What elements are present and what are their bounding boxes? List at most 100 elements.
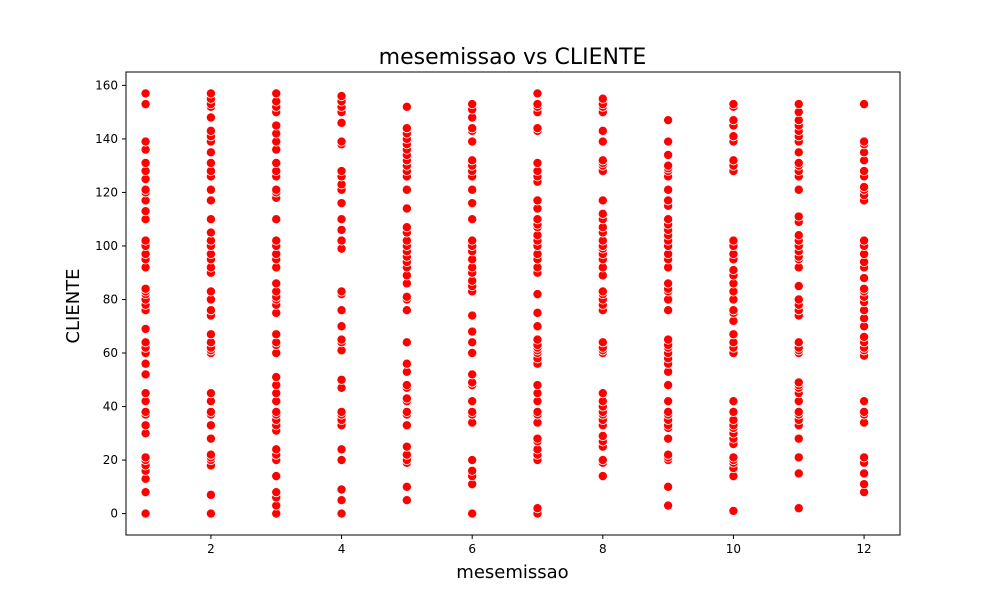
- data-point: [401, 222, 412, 233]
- data-point: [271, 444, 282, 455]
- data-point: [793, 294, 804, 305]
- data-point: [401, 420, 412, 431]
- data-point: [336, 166, 347, 177]
- points-layer: [140, 88, 870, 519]
- data-point: [336, 305, 347, 316]
- data-point: [597, 388, 608, 399]
- data-point: [663, 449, 674, 460]
- data-point: [793, 99, 804, 110]
- data-point: [205, 305, 216, 316]
- data-point: [859, 182, 870, 193]
- data-point: [663, 481, 674, 492]
- data-point: [597, 471, 608, 482]
- data-point: [859, 479, 870, 490]
- data-point: [336, 235, 347, 246]
- data-point: [336, 406, 347, 417]
- data-point: [793, 406, 804, 417]
- data-point: [205, 125, 216, 136]
- x-axis: 2 4 6 8 10 12: [207, 535, 872, 556]
- data-point: [140, 323, 151, 334]
- chart-title: mesemissao vs CLIENTE: [379, 45, 647, 70]
- data-point: [467, 123, 478, 134]
- data-point: [205, 420, 216, 431]
- data-point: [663, 195, 674, 206]
- data-point: [205, 147, 216, 158]
- data-point: [728, 265, 739, 276]
- data-point: [336, 455, 347, 466]
- x-axis-title: mesemissao: [456, 562, 568, 583]
- data-point: [140, 388, 151, 399]
- data-point: [532, 88, 543, 99]
- data-point: [401, 337, 412, 348]
- data-point: [728, 235, 739, 246]
- data-point: [401, 358, 412, 369]
- data-point: [532, 503, 543, 514]
- data-point: [663, 160, 674, 171]
- data-point: [336, 484, 347, 495]
- data-point: [793, 377, 804, 388]
- data-point: [663, 380, 674, 391]
- data-point: [859, 406, 870, 417]
- data-point: [467, 310, 478, 321]
- data-point: [205, 508, 216, 519]
- data-point: [205, 449, 216, 460]
- data-point: [205, 184, 216, 195]
- y-axis-title: CLIENTE: [63, 268, 84, 343]
- data-point: [205, 286, 216, 297]
- data-point: [336, 444, 347, 455]
- data-point: [205, 433, 216, 444]
- data-point: [663, 115, 674, 126]
- data-point: [467, 99, 478, 110]
- data-point: [336, 198, 347, 209]
- data-point: [205, 195, 216, 206]
- data-point: [859, 235, 870, 246]
- data-point: [271, 278, 282, 289]
- data-point: [140, 157, 151, 168]
- data-point: [663, 433, 674, 444]
- data-point: [663, 278, 674, 289]
- data-point: [859, 283, 870, 294]
- data-point: [663, 184, 674, 195]
- data-point: [859, 452, 870, 463]
- data-point: [140, 358, 151, 369]
- y-tick-label: 100: [95, 239, 118, 253]
- data-point: [728, 131, 739, 142]
- data-point: [205, 112, 216, 123]
- data-point: [336, 495, 347, 506]
- data-point: [859, 99, 870, 110]
- data-point: [467, 337, 478, 348]
- data-point: [140, 337, 151, 348]
- data-point: [793, 281, 804, 292]
- x-tick-label: 6: [468, 542, 476, 556]
- data-point: [205, 157, 216, 168]
- data-point: [336, 117, 347, 128]
- x-tick-label: 4: [338, 542, 346, 556]
- data-point: [467, 198, 478, 209]
- data-point: [336, 91, 347, 102]
- data-point: [467, 155, 478, 166]
- data-point: [271, 120, 282, 131]
- data-point: [140, 420, 151, 431]
- data-point: [859, 273, 870, 284]
- data-point: [140, 283, 151, 294]
- data-point: [140, 235, 151, 246]
- data-point: [271, 406, 282, 417]
- y-tick-label: 40: [103, 400, 118, 414]
- data-point: [140, 406, 151, 417]
- data-point: [336, 224, 347, 235]
- data-point: [532, 380, 543, 391]
- data-point: [793, 468, 804, 479]
- data-point: [336, 214, 347, 225]
- data-point: [597, 195, 608, 206]
- data-point: [532, 334, 543, 345]
- data-point: [401, 203, 412, 214]
- data-point: [793, 211, 804, 222]
- data-point: [532, 99, 543, 110]
- data-point: [140, 99, 151, 110]
- data-point: [336, 508, 347, 519]
- data-point: [140, 487, 151, 498]
- data-point: [140, 369, 151, 380]
- data-point: [728, 99, 739, 110]
- data-point: [140, 88, 151, 99]
